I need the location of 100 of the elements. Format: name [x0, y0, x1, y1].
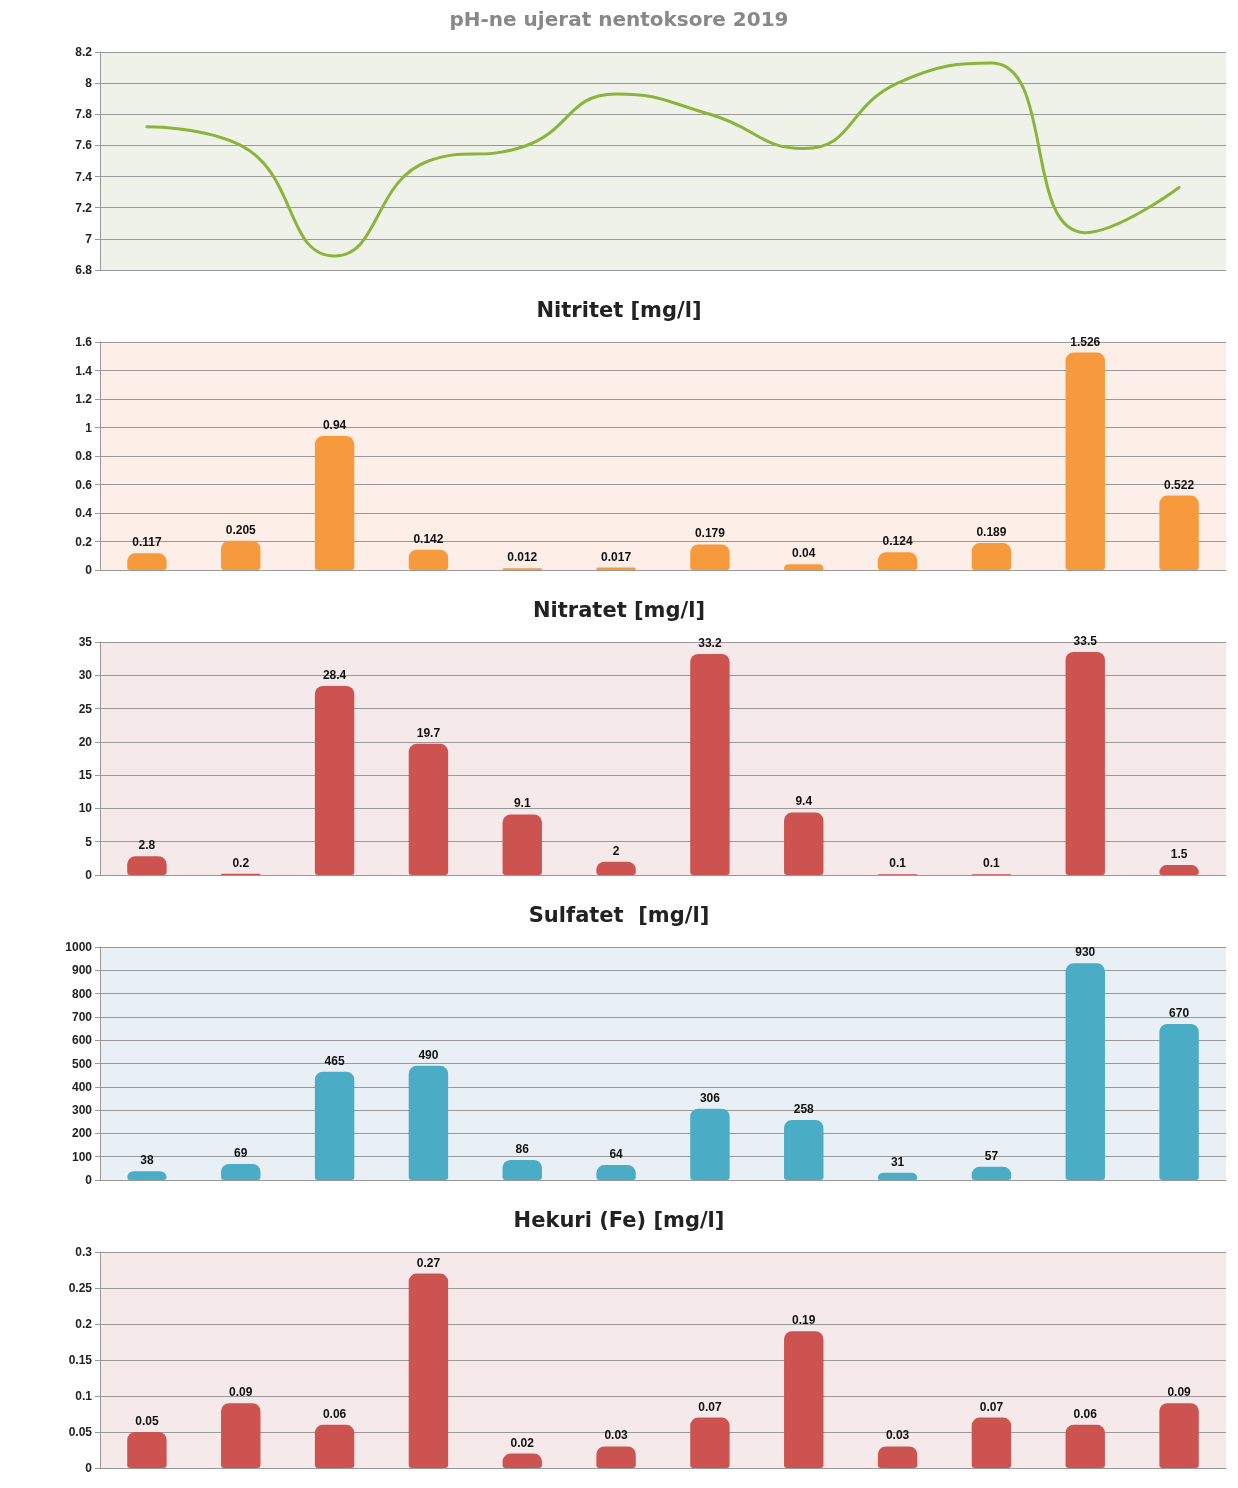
- bar: [127, 553, 167, 570]
- y-tick-label: 800: [71, 986, 93, 1001]
- bar: [690, 1417, 730, 1468]
- y-tick-label: 0: [85, 1461, 93, 1475]
- data-label: 0.1: [983, 856, 1001, 871]
- data-label: 0.189: [976, 525, 1007, 540]
- bar: [408, 1065, 449, 1180]
- bar: [784, 564, 824, 570]
- data-label: 0.2: [232, 855, 250, 870]
- y-tick-label: 100: [71, 1149, 93, 1164]
- y-tick-label: 300: [71, 1103, 93, 1118]
- data-label: 0.522: [1164, 477, 1195, 492]
- data-label: 1.5: [1170, 847, 1188, 862]
- y-tick-label: 1.4: [75, 363, 93, 378]
- y-tick-label: 0.05: [68, 1425, 93, 1439]
- chart-title: pH-ne ujerat nentoksore 2019: [449, 7, 789, 31]
- bar: [877, 552, 918, 570]
- bar: [1065, 963, 1105, 1180]
- data-label: 38: [140, 1153, 154, 1168]
- bar: [971, 1417, 1012, 1468]
- data-label: 64: [609, 1147, 624, 1162]
- bar: [221, 1163, 261, 1180]
- y-tick-label: 600: [71, 1033, 93, 1048]
- y-tick-label: 15: [78, 768, 93, 783]
- y-tick-label: 1.2: [75, 392, 93, 406]
- y-tick-label: 0.8: [75, 449, 93, 463]
- bar: [971, 1166, 1012, 1180]
- data-label: 465: [324, 1053, 345, 1068]
- y-tick-label: 0.6: [75, 477, 93, 492]
- bar: [314, 1424, 355, 1468]
- bar: [690, 653, 730, 875]
- bar: [877, 1446, 918, 1468]
- y-tick-label: 7.6: [75, 138, 93, 153]
- y-tick-label: 900: [71, 963, 93, 978]
- bar: [314, 685, 355, 875]
- data-label: 0.09: [229, 1385, 253, 1400]
- data-label: 2: [612, 843, 620, 858]
- y-tick-label: 1000: [65, 940, 93, 954]
- y-tick-label: 0.15: [68, 1353, 93, 1367]
- chart-title: Hekuri (Fe) [mg/l]: [513, 1207, 725, 1232]
- bar: [1065, 1424, 1105, 1468]
- y-tick-label: 0: [85, 868, 93, 882]
- data-label: 0.017: [601, 549, 632, 564]
- data-label: 0.94: [322, 418, 347, 433]
- bar: [502, 814, 542, 875]
- bar: [127, 856, 167, 875]
- bar: [314, 1071, 355, 1180]
- bar: [1065, 651, 1105, 875]
- data-label: 0.06: [1073, 1406, 1098, 1421]
- y-tick-label: 7.8: [75, 107, 93, 122]
- data-label: 0.117: [132, 535, 162, 550]
- bar: [784, 1331, 824, 1468]
- bar: [502, 1159, 542, 1180]
- data-label: 0.1: [889, 856, 907, 871]
- bar: [408, 1273, 449, 1468]
- data-label: 1.526: [1070, 334, 1101, 349]
- data-label: 258: [793, 1101, 815, 1116]
- y-tick-label: 35: [78, 635, 93, 649]
- bar: [690, 544, 730, 570]
- y-tick-label: 400: [71, 1079, 93, 1094]
- bar: [1159, 495, 1199, 570]
- data-label: 0.179: [694, 526, 726, 541]
- data-label: 86: [515, 1141, 530, 1156]
- data-label: 0.04: [792, 546, 816, 561]
- data-label: 0.05: [135, 1414, 159, 1428]
- y-tick-label: 5: [85, 834, 93, 849]
- y-tick-label: 0.4: [75, 506, 93, 520]
- bar: [596, 861, 636, 875]
- data-label: 0.124: [882, 534, 913, 549]
- y-tick-label: 25: [78, 701, 93, 716]
- y-tick-label: 0.25: [68, 1281, 93, 1295]
- data-label: 0.09: [1167, 1385, 1192, 1400]
- y-tick-label: 0: [85, 1173, 93, 1187]
- bar: [221, 1403, 261, 1468]
- data-label: 0.06: [322, 1406, 347, 1421]
- y-tick-label: 7.2: [75, 200, 93, 215]
- y-tick-label: 7: [85, 231, 93, 246]
- data-label: 306: [699, 1090, 721, 1105]
- y-tick-label: 0.2: [75, 1317, 93, 1331]
- data-label: 19.7: [416, 725, 441, 740]
- bar: [502, 1453, 542, 1468]
- data-label: 28.4: [322, 667, 347, 682]
- y-tick-label: 200: [71, 1126, 93, 1141]
- bar: [877, 1172, 918, 1180]
- bar: [408, 549, 449, 570]
- data-label: 0.03: [885, 1428, 910, 1443]
- data-label: 57: [984, 1148, 999, 1163]
- y-tick-label: 10: [78, 801, 93, 816]
- y-tick-label: 0.2: [75, 534, 93, 549]
- y-tick-label: 1.6: [75, 335, 93, 349]
- data-label: 0.142: [413, 531, 444, 546]
- y-tick-label: 30: [78, 668, 93, 683]
- data-label: 930: [1075, 945, 1096, 960]
- bar: [971, 543, 1012, 570]
- y-tick-label: 0.1: [75, 1389, 93, 1403]
- data-label: 0.07: [698, 1399, 722, 1414]
- data-label: 69: [234, 1145, 248, 1160]
- line-series: [145, 61, 1181, 258]
- data-label: 0.02: [510, 1435, 535, 1450]
- data-label: 33.5: [1073, 633, 1098, 648]
